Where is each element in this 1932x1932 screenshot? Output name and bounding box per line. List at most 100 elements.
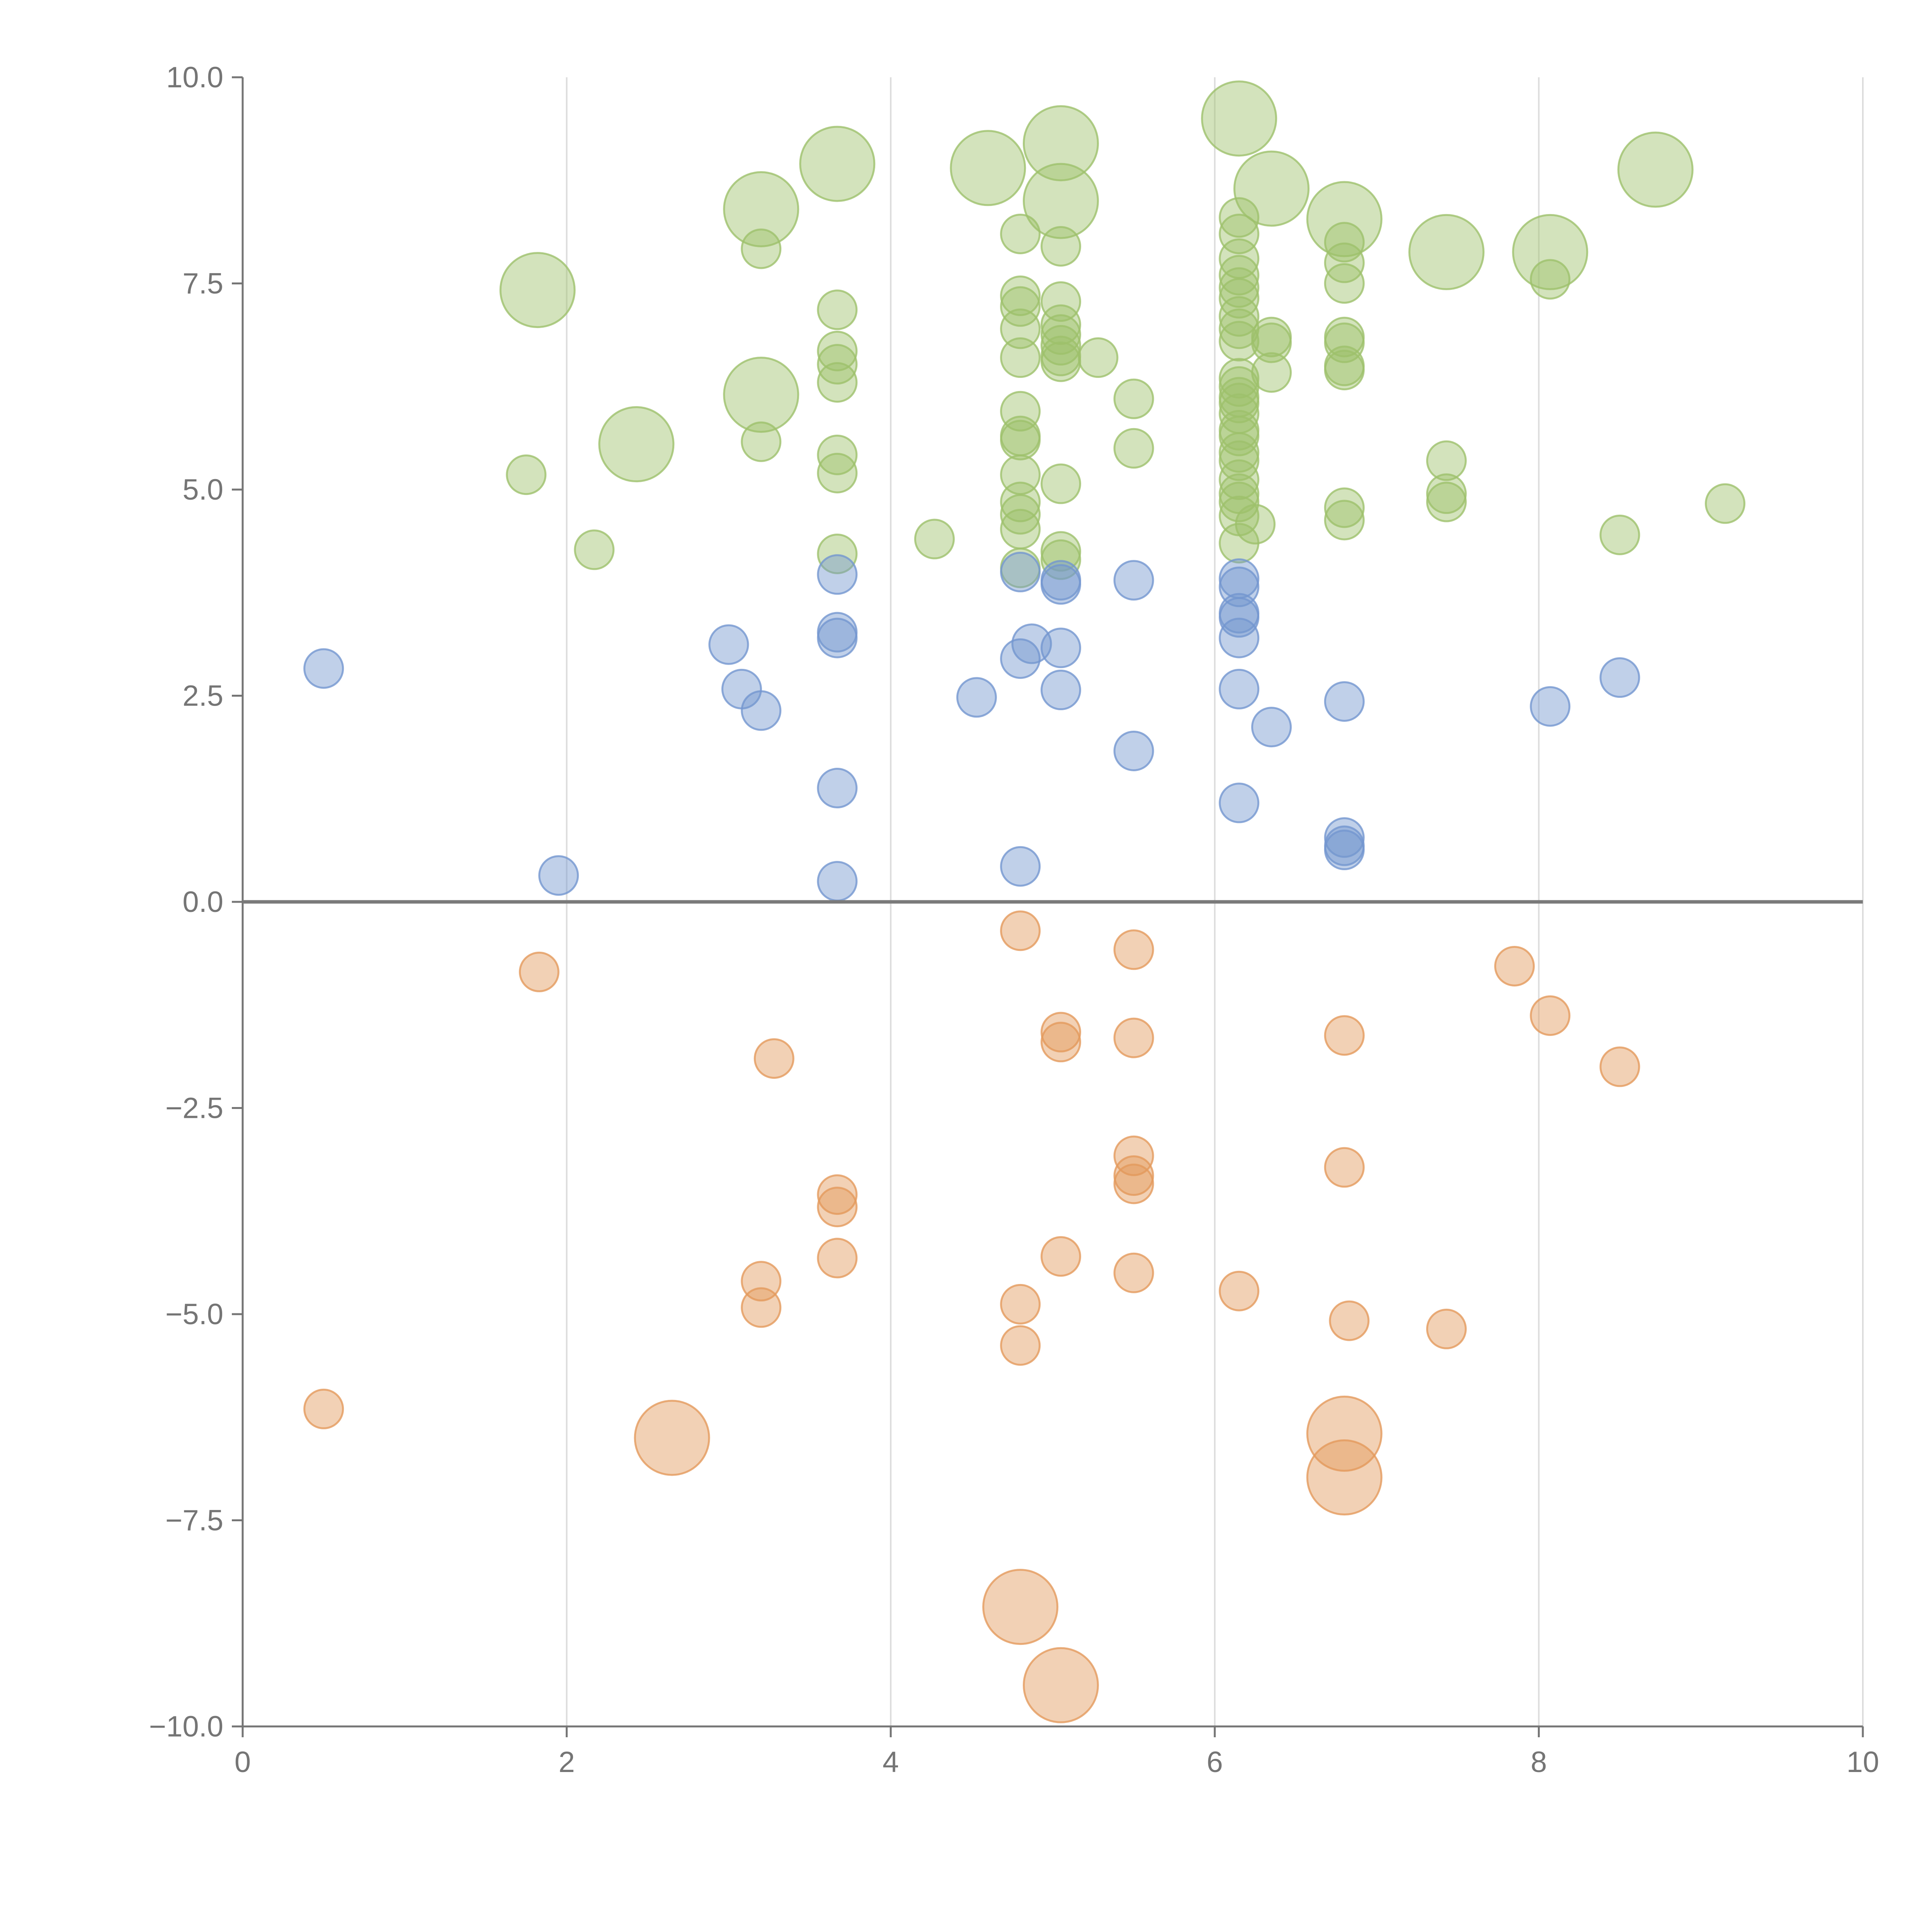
blue-bubble — [1000, 846, 1041, 887]
green-bubble — [506, 454, 547, 495]
green-bubble — [1219, 197, 1260, 238]
green-bubble — [1040, 281, 1081, 322]
green-bubble — [1201, 80, 1277, 157]
green-bubble — [1426, 473, 1467, 514]
blue-bubble — [956, 677, 997, 718]
x-tick-label: 8 — [1531, 1746, 1547, 1779]
green-bubble — [1000, 420, 1041, 461]
green-bubble — [1324, 500, 1365, 541]
blue-bubble — [1530, 686, 1571, 727]
blue-bubble — [708, 624, 749, 665]
data-points — [303, 80, 1746, 1723]
green-bubble — [1219, 278, 1260, 319]
green-bubble — [723, 357, 799, 433]
blue-bubble — [1113, 730, 1154, 771]
green-bubble — [1219, 296, 1260, 337]
green-bubble — [1219, 267, 1260, 308]
green-bubble — [1512, 214, 1588, 290]
blue-bubble — [1040, 670, 1081, 711]
blue-bubble — [1219, 597, 1260, 638]
orange-bubble — [1113, 1155, 1154, 1196]
x-tick-label: 10 — [1847, 1746, 1879, 1779]
orange-bubble — [982, 1569, 1059, 1645]
green-bubble — [1113, 378, 1154, 419]
y-tick-label: 10.0 — [166, 61, 223, 94]
green-bubble — [817, 289, 858, 330]
green-bubble — [741, 228, 782, 269]
green-bubble — [1408, 214, 1485, 290]
green-bubble — [799, 126, 876, 202]
blue-bubble — [1219, 668, 1260, 709]
green-bubble — [574, 529, 615, 570]
green-bubble — [817, 362, 858, 403]
blue-bubble — [303, 648, 344, 689]
orange-bubble — [1324, 1015, 1365, 1056]
orange-bubble — [1426, 1308, 1467, 1349]
y-tick-label: −7.5 — [165, 1504, 223, 1537]
green-bubble — [1219, 481, 1260, 522]
green-bubble — [499, 252, 576, 328]
orange-bubble — [1530, 995, 1571, 1036]
green-bubble — [1426, 440, 1467, 481]
y-tick-label: 5.0 — [182, 473, 223, 506]
orange-bubble — [1040, 1012, 1081, 1053]
x-tick-label: 2 — [558, 1746, 575, 1779]
green-bubble — [1040, 539, 1081, 580]
orange-bubble — [1113, 1017, 1154, 1058]
green-bubble — [817, 434, 858, 475]
orange-bubble — [741, 1287, 782, 1328]
orange-bubble — [303, 1388, 344, 1429]
blue-bubble — [741, 690, 782, 731]
blue-bubble — [1040, 628, 1081, 668]
orange-bubble — [634, 1400, 710, 1476]
green-bubble — [1219, 321, 1260, 362]
green-bubble — [817, 533, 858, 574]
green-bubble — [1113, 428, 1154, 469]
green-bubble — [1040, 304, 1081, 345]
blue-bubble — [1219, 782, 1260, 823]
green-bubble — [741, 421, 782, 462]
blue-bubble — [1324, 681, 1365, 722]
orange-bubble — [1113, 1252, 1154, 1293]
x-tick-label: 6 — [1207, 1746, 1223, 1779]
orange-bubble — [1000, 1325, 1041, 1366]
blue-bubble — [817, 861, 858, 902]
blue-bubble — [1000, 638, 1041, 679]
orange-bubble — [817, 1174, 858, 1215]
green-bubble — [1324, 242, 1365, 283]
orange-bubble — [1324, 1147, 1365, 1188]
green-bubble — [1219, 523, 1260, 564]
x-tick-label: 0 — [235, 1746, 251, 1779]
blue-bubble — [817, 617, 858, 658]
blue-bubble — [1251, 707, 1292, 748]
green-bubble — [1219, 415, 1260, 456]
green-bubble — [1324, 487, 1365, 528]
y-tick-label: 7.5 — [182, 267, 223, 300]
green-bubble — [817, 452, 858, 493]
green-bubble — [1000, 337, 1041, 378]
green-bubble — [1219, 459, 1260, 500]
green-bubble — [1040, 463, 1081, 504]
blue-bubble — [1113, 560, 1154, 601]
blue-bubble — [817, 768, 858, 809]
orange-bubble — [1113, 1163, 1154, 1204]
green-bubble — [1530, 259, 1571, 300]
green-bubble — [1000, 494, 1041, 535]
green-bubble — [1078, 337, 1119, 378]
green-bubble — [1219, 213, 1260, 254]
green-bubble — [1233, 150, 1310, 227]
green-bubble — [1000, 509, 1041, 549]
green-bubble — [817, 344, 858, 385]
orange-bubble — [1000, 910, 1041, 951]
green-bubble — [1426, 481, 1467, 522]
orange-bubble — [1040, 1022, 1081, 1063]
orange-bubble — [1022, 1647, 1099, 1723]
orange-bubble — [1219, 1270, 1260, 1311]
blue-bubble — [1000, 551, 1041, 592]
orange-bubble — [817, 1187, 858, 1228]
orange-bubble — [1040, 1236, 1081, 1277]
orange-bubble — [1306, 1395, 1383, 1472]
green-bubble — [1040, 531, 1081, 572]
green-bubble — [914, 519, 955, 560]
